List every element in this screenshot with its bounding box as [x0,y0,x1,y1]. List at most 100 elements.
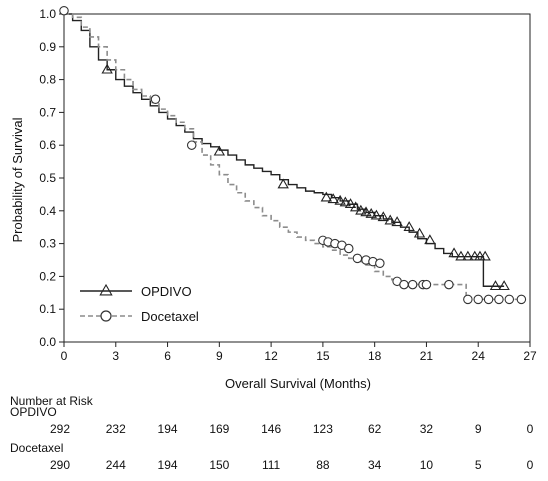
censor-mark [407,279,418,290]
censor-mark [494,294,504,305]
censor-mark [463,294,473,305]
legend-item-opdivo: OPDIVO [80,283,192,299]
legend-label: OPDIVO [141,284,192,299]
risk-cell: 150 [209,458,229,472]
censor-mark [349,201,362,212]
censor-mark [277,178,289,189]
y-tick-label: 0.0 [39,335,56,349]
y-tick-label: 0.2 [39,269,56,283]
series-opdivo [64,13,510,291]
x-tick-label: 12 [264,349,278,363]
censor-mark [403,221,415,231]
y-tick-label: 0.9 [39,40,56,54]
plot-frame [63,13,531,343]
x-tick-label: 6 [164,349,171,363]
series-docetaxel [59,5,527,305]
legend-item-docetaxel: Docetaxel [80,309,199,324]
legend-label: Docetaxel [141,309,199,324]
censor-mark [391,216,403,227]
y-tick-label: 0.4 [39,204,56,218]
censor-mark [327,193,339,204]
x-tick-label: 27 [523,349,537,363]
risk-cell: 0 [527,422,534,436]
x-tick-label: 24 [472,349,486,363]
censor-mark [448,247,460,258]
censor-mark [59,5,69,16]
risk-cell: 244 [106,458,126,472]
risk-cell: 169 [209,422,229,436]
censor-mark [455,250,467,261]
risk-cell: 111 [262,458,281,472]
censor-mark [377,211,389,222]
censor-mark [483,294,494,305]
censor-mark [370,209,383,220]
censor-mark [320,191,333,202]
risk-row-label: OPDIVO [10,405,57,419]
x-tick-label: 3 [112,349,119,363]
risk-cell: 292 [50,422,70,436]
risk-cell: 146 [261,422,281,436]
chart-axes: 0.0 0.1 0.2 0.3 0.4 0.5 0.6 0.7 0.8 0.9 1.0 0 3 6 9 12 1… [39,7,537,363]
censor-mark [344,243,354,254]
risk-cell: 62 [368,422,382,436]
y-tick-label: 0.7 [39,105,56,119]
censor-mark [462,250,474,261]
risk-cell: 88 [316,458,330,472]
risk-cell: 194 [158,422,178,436]
series-line-docetaxel [64,13,522,301]
risk-cell: 5 [475,458,482,472]
censor-mark [365,207,377,218]
risk-table-title: Number at Risk [10,394,94,408]
risk-cell: 0 [527,458,534,472]
x-axis-label: Overall Survival (Months) [225,376,371,391]
x-tick-label: 15 [316,349,330,363]
y-tick-label: 1.0 [39,7,56,21]
censor-mark [339,196,352,207]
censor-mark [352,253,363,264]
y-tick-label: 0.3 [39,237,56,251]
x-tick-label: 18 [368,349,382,363]
chart-legend: OPDIVO Docetaxel [80,283,199,324]
risk-cell: 10 [420,458,434,472]
censor-mark [399,279,409,290]
legend-marker [99,283,113,296]
censor-mark [360,206,372,217]
censor-mark [101,63,113,74]
risk-cell: 123 [313,422,333,436]
censor-mark [186,140,197,150]
censor-mark [516,294,527,305]
risk-cell: 32 [420,422,434,436]
censor-mark [444,279,454,290]
censor-mark [344,198,357,209]
censor-mark [375,258,385,269]
risk-cell: 290 [50,458,70,472]
censor-mark [421,279,432,290]
censor-mark [473,294,483,305]
legend-marker [100,310,112,322]
risk-row-label: Docetaxel [10,441,63,455]
censor-mark [498,280,510,291]
x-tick-label: 21 [420,349,434,363]
censor-mark [150,94,161,105]
risk-cell: 34 [368,458,382,472]
censor-mark [479,250,491,261]
y-tick-label: 0.1 [39,302,56,316]
censor-mark [355,204,367,215]
risk-cell: 232 [106,422,126,436]
censor-mark [213,145,226,156]
y-tick-label: 0.8 [39,73,56,87]
x-tick-label: 9 [216,349,223,363]
series-line-opdivo [64,13,505,287]
censor-mark [413,227,426,238]
censor-mark [424,234,436,245]
y-tick-label: 0.5 [39,171,56,185]
censor-mark [334,194,346,205]
y-axis-label: Probability of Survival [10,117,25,242]
y-tick-label: 0.6 [39,138,56,152]
censor-mark [384,214,396,225]
chart-series [59,5,527,305]
censor-mark [504,294,515,305]
risk-cell: 194 [158,458,178,472]
